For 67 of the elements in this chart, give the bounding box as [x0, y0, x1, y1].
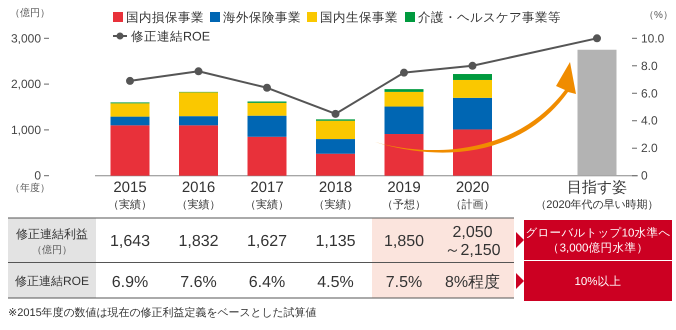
- data-label: 6.4%: [248, 274, 286, 291]
- bar: [248, 116, 286, 137]
- x-tick-label: 2017 （実績）: [245, 179, 289, 211]
- y-tick-label: 0: [34, 168, 42, 183]
- bar: [384, 92, 424, 107]
- y2-tick-label: 4.0: [641, 114, 658, 128]
- x-tick-label: 2020 （計画）: [450, 179, 494, 211]
- bar: [248, 102, 286, 116]
- legend-label: 国内生保事業: [320, 10, 398, 24]
- text: 1,850: [384, 233, 424, 250]
- bar: [453, 129, 492, 176]
- data-label: 8%程度: [444, 273, 500, 291]
- bar: [453, 74, 492, 80]
- bar: [179, 125, 218, 176]
- y2-axis-title: （%）: [644, 10, 673, 21]
- text: 2,050 ～2,150: [444, 224, 501, 259]
- bar: [110, 116, 150, 126]
- bar: [179, 92, 218, 116]
- text: （年度）: [10, 182, 50, 194]
- bar: [453, 98, 492, 130]
- text: 1,832: [178, 233, 219, 250]
- bar: [384, 89, 424, 92]
- point: [263, 84, 271, 92]
- x-tick-label: 2019 （予想）: [382, 179, 426, 211]
- point: [468, 62, 476, 70]
- legend-label: 修正連結ROE: [131, 30, 210, 44]
- legend-label: 介護・ヘルスケア事業等: [418, 10, 561, 24]
- y2-tick-label: 10.0: [641, 31, 665, 46]
- data-label: 10%以上: [574, 275, 622, 288]
- y2-tick-label: 6.0: [641, 86, 658, 100]
- bar: [316, 154, 355, 176]
- x-tick-label: 2016 （実績）: [176, 179, 220, 211]
- text: 修正連結ROE: [14, 274, 90, 288]
- text: 修正連結利益: [16, 227, 88, 241]
- x-tick-label: 2015 （実績）: [108, 179, 152, 211]
- bar: [179, 116, 218, 126]
- legend-label: 海外保険事業: [223, 10, 301, 24]
- x-tick-label: 2018 （実績）: [314, 179, 358, 211]
- y2-tick-label: 2.0: [641, 141, 658, 156]
- text: 1,627: [246, 233, 288, 250]
- bar: [316, 120, 355, 140]
- point: [400, 68, 408, 77]
- data-label: 7.6%: [180, 274, 217, 291]
- bar: [110, 125, 150, 176]
- y2-tick-label: 8.0: [641, 58, 658, 73]
- y-tick-label: 1,000: [10, 122, 42, 137]
- legend-label: 国内損保事業: [126, 10, 204, 24]
- y-tick-label: 2,000: [10, 77, 42, 92]
- bar: [453, 80, 492, 98]
- bar: [248, 136, 286, 176]
- text: グローバルトップ10水準へ（3,000億円水準）: [526, 228, 670, 254]
- text: （億円）: [32, 245, 72, 256]
- bar: [316, 139, 355, 154]
- bar: [384, 134, 424, 176]
- point: [126, 76, 134, 85]
- data-label: 7.5%: [386, 274, 422, 291]
- bar: [110, 103, 150, 117]
- y-axis-title: （億円）: [10, 7, 50, 19]
- text: 1,643: [110, 233, 150, 250]
- bar: [384, 106, 424, 134]
- y-tick-label: 3,000: [10, 31, 42, 46]
- text: ※2015年度の数値は現在の修正利益定義をベースとした試算値: [8, 306, 317, 319]
- data-label: 4.5%: [317, 274, 354, 291]
- text: 1,135: [315, 233, 356, 250]
- point: [332, 110, 340, 118]
- data-label: 6.9%: [112, 274, 148, 291]
- point: [194, 67, 202, 76]
